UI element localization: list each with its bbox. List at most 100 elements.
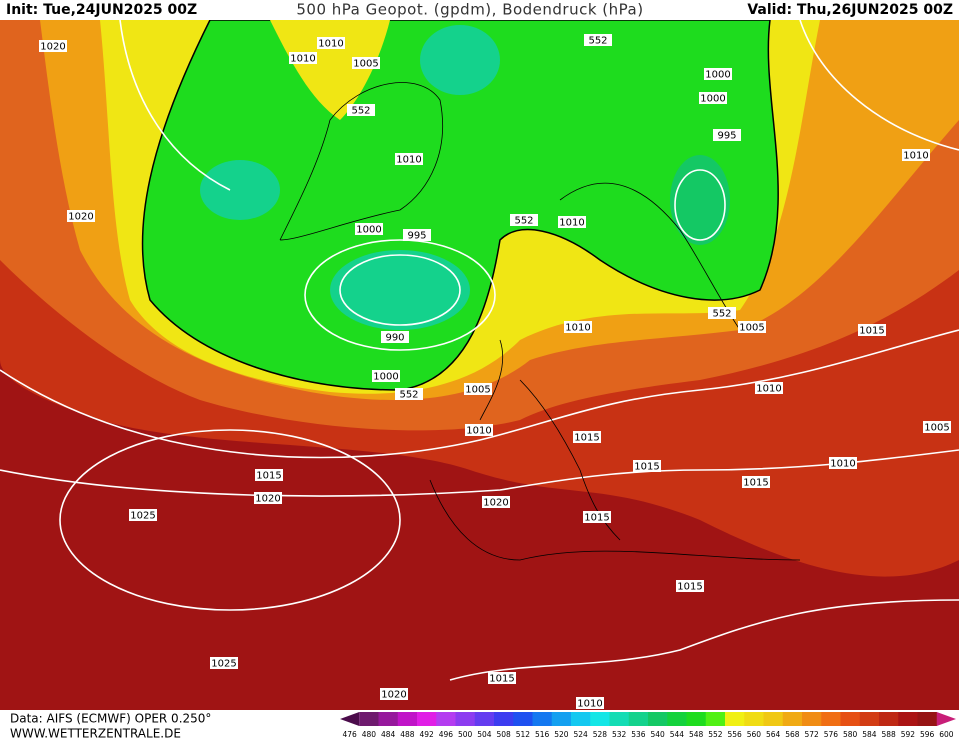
colorbar-swatch bbox=[474, 712, 495, 726]
label-box bbox=[403, 229, 431, 241]
isobar-value: 1005 bbox=[353, 59, 378, 70]
isobar-value: 1005 bbox=[465, 385, 490, 396]
isobar-label: 1015 bbox=[633, 460, 661, 473]
label-box bbox=[676, 580, 704, 592]
colorbar-label: 560 bbox=[747, 730, 762, 739]
isobar-label: 1010 bbox=[755, 382, 783, 395]
isobar-label: 1010 bbox=[465, 424, 493, 437]
isobar-label: 1015 bbox=[488, 672, 516, 685]
isobar-label: 1000 bbox=[699, 92, 727, 105]
isobar-value: 1005 bbox=[739, 323, 764, 334]
isobar-label: 1010 bbox=[829, 457, 857, 470]
label-box bbox=[317, 37, 345, 49]
isobar-label: 995 bbox=[713, 129, 741, 142]
isobar-value: 1015 bbox=[859, 326, 884, 337]
colorbar-swatch bbox=[879, 712, 899, 726]
isobar-label: 1015 bbox=[858, 324, 886, 337]
isobar-value: 1010 bbox=[830, 459, 855, 470]
isobar-label: 990 bbox=[381, 331, 409, 344]
colorbar-swatch bbox=[494, 712, 514, 726]
isobar-value: 552 bbox=[399, 390, 418, 401]
colorbar-label: 484 bbox=[381, 730, 396, 739]
colorbar-swatch bbox=[628, 712, 649, 726]
colorbar-label: 556 bbox=[727, 730, 742, 739]
isobar-value: 1015 bbox=[743, 478, 768, 489]
label-box bbox=[129, 509, 157, 521]
isobar-label: 1020 bbox=[482, 496, 510, 509]
colorbar-label: 564 bbox=[766, 730, 781, 739]
isobar-label: 1015 bbox=[255, 469, 283, 482]
isobar-label: 1015 bbox=[676, 580, 704, 593]
colorbar-swatch bbox=[340, 712, 360, 726]
isobar-label: 1000 bbox=[704, 68, 732, 81]
colorbar-label: 528 bbox=[593, 730, 608, 739]
isobar-label: 552 bbox=[708, 307, 736, 320]
isobar-value: 1025 bbox=[130, 511, 155, 522]
isobar-value: 1025 bbox=[211, 659, 236, 670]
isobar-value: 552 bbox=[712, 309, 731, 320]
isobar-label: 552 bbox=[584, 34, 612, 47]
isobar-value: 1000 bbox=[700, 94, 725, 105]
colorbar-swatch bbox=[744, 712, 764, 726]
label-box bbox=[395, 153, 423, 165]
label-box bbox=[576, 697, 604, 709]
valid-time: Valid: Thu,26JUN2025 00Z bbox=[747, 2, 953, 18]
colorbar: 476 480 484 488 492 496 500 504 508 512 516 520 524 5… bbox=[340, 712, 956, 739]
label-box bbox=[380, 688, 408, 700]
colorbar-swatch bbox=[667, 712, 687, 726]
isobar-value: 1000 bbox=[705, 70, 730, 81]
label-box bbox=[254, 492, 282, 504]
isobar-value: 1010 bbox=[559, 218, 584, 229]
isobar-value: 1020 bbox=[255, 494, 280, 505]
colorbar-swatch bbox=[551, 712, 572, 726]
isobar-value: 990 bbox=[385, 333, 404, 344]
isobar-value: 1015 bbox=[489, 674, 514, 685]
colorbar-swatch bbox=[917, 712, 938, 726]
isobar-label: 1005 bbox=[923, 421, 951, 434]
colorbar-swatch bbox=[859, 712, 880, 726]
label-box bbox=[381, 331, 409, 343]
colorbar-label: 488 bbox=[400, 730, 415, 739]
colorbar-swatch bbox=[725, 712, 745, 726]
isobar-value: 1000 bbox=[356, 225, 381, 236]
colorbar-swatch bbox=[802, 712, 822, 726]
colorbar-label: 540 bbox=[650, 730, 665, 739]
label-box bbox=[355, 223, 383, 235]
isobar-label: 1025 bbox=[129, 509, 157, 522]
isobar-value: 1010 bbox=[290, 54, 315, 65]
label-box bbox=[858, 324, 886, 336]
isobar-value: 1020 bbox=[68, 212, 93, 223]
colorbar-label: 532 bbox=[612, 730, 627, 739]
colorbar-swatch bbox=[417, 712, 437, 726]
isobar-label: 552 bbox=[510, 214, 538, 227]
isobar-value: 552 bbox=[351, 106, 370, 117]
map bbox=[0, 19, 959, 710]
colorbar-swatch bbox=[513, 712, 533, 726]
isobar-label: 1000 bbox=[355, 223, 383, 236]
colorbar-swatch bbox=[840, 712, 861, 726]
isobar-label: 1005 bbox=[464, 383, 492, 396]
colorbar-label: 524 bbox=[573, 730, 588, 739]
isobar-value: 1000 bbox=[373, 372, 398, 383]
isobar-label: 1010 bbox=[564, 321, 592, 334]
isobar-value: 1015 bbox=[256, 471, 281, 482]
colorbar-label: 576 bbox=[824, 730, 839, 739]
label-box bbox=[738, 321, 766, 333]
colorbar-label: 596 bbox=[920, 730, 935, 739]
isobar-label: 1010 bbox=[558, 216, 586, 229]
label-box bbox=[713, 129, 741, 141]
colorbar-swatch bbox=[686, 712, 707, 726]
isobar-value: 1010 bbox=[396, 155, 421, 166]
isobar-label: 1015 bbox=[583, 511, 611, 524]
colorbar-label: 476 bbox=[342, 730, 357, 739]
init-time: Init: Tue,24JUN2025 00Z bbox=[6, 2, 197, 18]
colorbar-swatch bbox=[898, 712, 918, 726]
label-box bbox=[510, 214, 538, 226]
label-box bbox=[464, 383, 492, 395]
colorbar-swatch bbox=[705, 712, 726, 726]
isobar-label: 1010 bbox=[576, 697, 604, 710]
label-box bbox=[255, 469, 283, 481]
isobar-label: 1005 bbox=[352, 57, 380, 70]
colorbar-label: 552 bbox=[708, 730, 723, 739]
isobar-label: 1020 bbox=[39, 40, 67, 53]
